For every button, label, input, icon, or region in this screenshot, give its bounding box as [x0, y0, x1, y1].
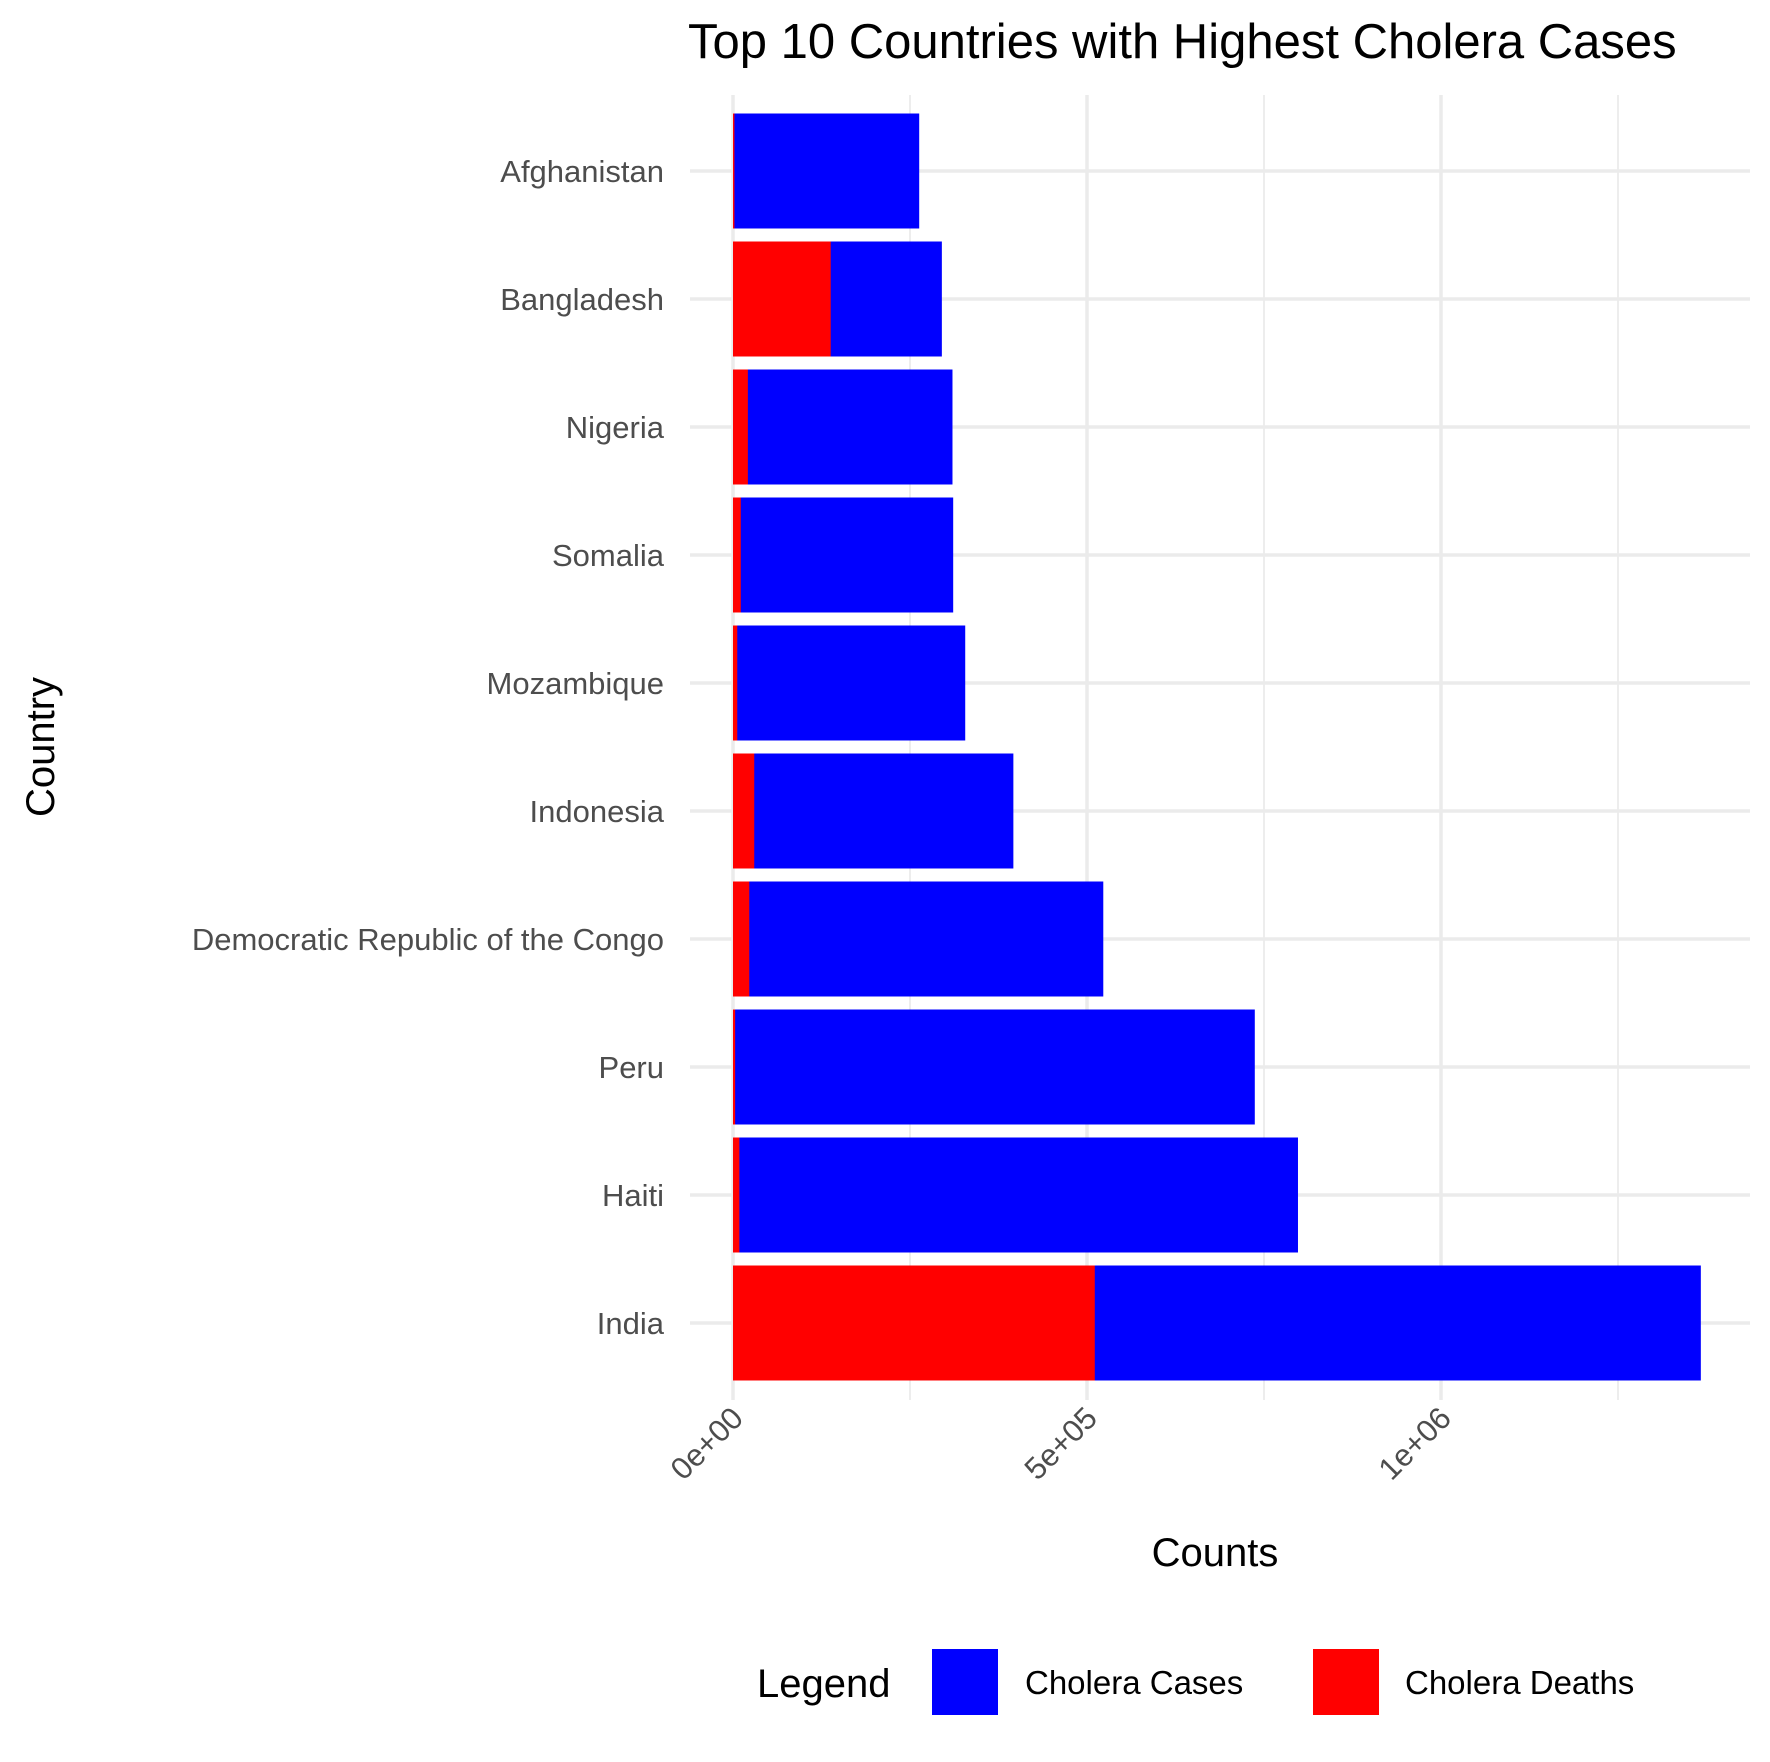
x-tick-labels: 0e+00 5e+05 1e+06 — [664, 1400, 1458, 1486]
legend-label: Cholera Deaths — [1405, 1664, 1634, 1701]
x-axis-title: Counts — [1152, 1531, 1279, 1575]
country-label: Indonesia — [530, 794, 665, 829]
country-label: Bangladesh — [500, 282, 664, 317]
country-label: Democratic Republic of the Congo — [192, 922, 664, 957]
chart-title: Top 10 Countries with Highest Cholera Ca… — [688, 15, 1677, 69]
country-label: Afghanistan — [500, 154, 664, 189]
bar-cholera-deaths — [733, 241, 831, 357]
legend-swatch — [932, 1649, 998, 1715]
bar-cholera-deaths — [733, 625, 738, 741]
bar-cholera-deaths — [733, 881, 750, 997]
country-label: Haiti — [602, 1178, 664, 1213]
bar-cholera-deaths — [733, 1009, 736, 1125]
bar-cholera-cases — [733, 1009, 1255, 1125]
bar-cholera-cases — [733, 753, 1014, 869]
bar-cholera-cases — [733, 625, 966, 741]
country-label: Mozambique — [487, 666, 664, 701]
legend-items: Cholera Cases Cholera Deaths — [932, 1649, 1634, 1715]
bar-cholera-deaths — [733, 113, 735, 229]
bar-cholera-cases — [733, 1137, 1298, 1253]
bar-cholera-deaths — [733, 1265, 1095, 1381]
legend-swatch — [1313, 1649, 1379, 1715]
bar-cholera-deaths — [733, 1137, 740, 1253]
country-label: Peru — [599, 1050, 664, 1085]
bar-cholera-cases — [733, 497, 954, 613]
country-label: Somalia — [552, 538, 665, 573]
bars — [733, 113, 1701, 1381]
bar-cholera-deaths — [733, 369, 748, 485]
x-tick-label: 5e+05 — [1018, 1400, 1104, 1486]
legend-title: Legend — [757, 1662, 890, 1706]
legend-label: Cholera Cases — [1025, 1664, 1243, 1701]
bar-cholera-deaths — [733, 497, 741, 613]
country-tick-labels: Afghanistan Bangladesh Nigeria Somalia Mozam… — [192, 154, 665, 1341]
bar-cholera-deaths — [733, 753, 755, 869]
legend: Legend Cholera Cases Cholera Deaths — [757, 1649, 1634, 1715]
bar-cholera-cases — [733, 369, 953, 485]
country-label: India — [597, 1306, 665, 1341]
country-label: Nigeria — [566, 410, 665, 445]
bar-cholera-cases — [733, 113, 920, 229]
bar-cholera-cases — [733, 881, 1104, 997]
x-tick-label: 0e+00 — [664, 1400, 750, 1486]
x-tick-label: 1e+06 — [1372, 1400, 1458, 1486]
y-axis-title: Country — [19, 677, 63, 817]
